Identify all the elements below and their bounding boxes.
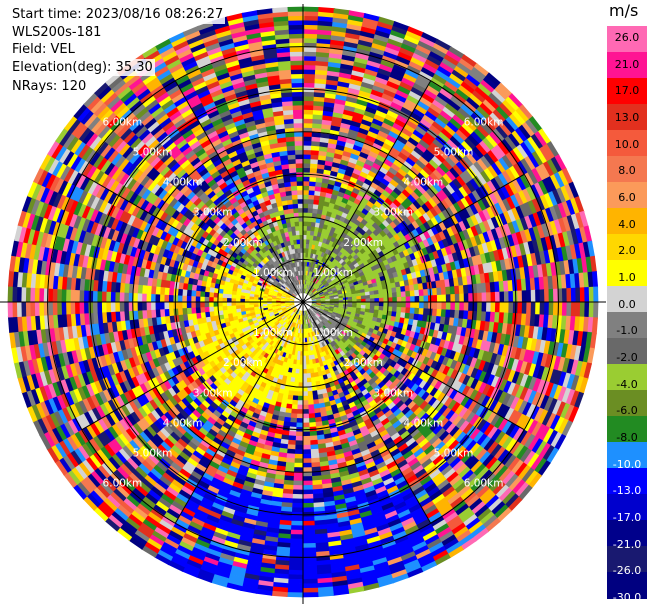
azimuth-spoke (174, 80, 304, 303)
range-ring-label: 5.00km (434, 448, 474, 460)
colorbar-tick-label: -4.0 (616, 377, 638, 391)
range-ring-label: 6.00km (464, 116, 504, 128)
range-ring-label: 4.00km (404, 177, 444, 189)
range-ring-label: 5.00km (133, 147, 173, 159)
colorbar-segment (607, 416, 647, 443)
colorbar-tick-label: -2.0 (616, 351, 638, 364)
colorbar-tick-label: -26.0 (612, 564, 642, 578)
colorbar-tick-label: -30.0 (612, 591, 642, 604)
range-ring-label: 4.00km (404, 417, 444, 429)
colorbar-segment (607, 390, 647, 417)
colorbar-tick-label: -10.0 (612, 457, 642, 471)
colorbar-tick-label: 4.0 (618, 217, 636, 231)
range-ring-label: 4.00km (163, 177, 203, 189)
start-time: Start time: 2023/08/16 08:26:27 (12, 6, 226, 24)
azimuth-spoke (81, 173, 304, 303)
colorbar-tick-label: 10.0 (614, 137, 640, 151)
colorbar-tick-label: 0.0 (618, 297, 636, 311)
range-ring-label: 3.00km (193, 387, 233, 399)
colorbar-tick-label: -8.0 (616, 431, 638, 444)
colorbar-segment (607, 182, 647, 209)
colorbar-tick-label: 21.0 (614, 57, 640, 71)
azimuth-spoke (302, 80, 432, 303)
range-ring-label: 5.00km (133, 448, 173, 460)
range-ring-label: 3.00km (373, 207, 413, 219)
colorbar-segment (607, 312, 647, 339)
azimuth-spoke (302, 301, 525, 431)
colorbar-segment (607, 26, 647, 53)
range-ring-label: 1.00km (313, 267, 353, 279)
colorbar: 26.0 21.0 17.0 13.0 10.0 8.0 6.0 4.0 2.0 1.0 0.0 -1… (607, 26, 647, 604)
colorbar-segment (607, 546, 647, 573)
range-ring-label: 3.00km (373, 387, 413, 399)
colorbar-tick-label: 13.0 (614, 111, 640, 124)
colorbar-tick-label: 8.0 (618, 164, 636, 178)
instrument-name: WLS200s-181 (12, 23, 104, 41)
range-ring-label: 6.00km (103, 116, 143, 128)
colorbar-segment (607, 286, 647, 313)
range-ring-label: 1.00km (253, 327, 293, 339)
elevation: Elevation(deg): 35.30 (12, 58, 155, 76)
colorbar-segment (607, 208, 647, 235)
colorbar-segment (607, 156, 647, 183)
colorbar-segment (607, 338, 647, 365)
range-ring-label: 5.00km (434, 147, 474, 159)
range-ring-label: 6.00km (103, 478, 143, 490)
colorbar-tick-label: 2.0 (618, 244, 636, 258)
colorbar-segment (607, 52, 647, 79)
colorbar-segment (607, 130, 647, 157)
colorbar-tick-label: 17.0 (614, 84, 640, 98)
range-ring-label: 2.00km (223, 237, 263, 249)
colorbar-segment (607, 364, 647, 391)
range-ring-label: 2.00km (223, 357, 263, 369)
azimuth-spokes (0, 4, 606, 604)
colorbar-segment (607, 260, 647, 287)
colorbar-tick-label: 26.0 (614, 31, 640, 44)
colorbar-tick-label: -6.0 (616, 404, 638, 418)
scan-info: Start time: 2023/08/16 08:26:27 WLS200s-… (12, 6, 226, 96)
colorbar-tick-label: -1.0 (616, 324, 638, 338)
colorbar-segment (607, 234, 647, 261)
azimuth-spoke (302, 173, 525, 303)
velocity-gates (7, 6, 599, 598)
colorbar-tick-label: -21.0 (612, 537, 642, 551)
range-ring-label: 2.00km (343, 357, 383, 369)
range-ring-label: 4.00km (163, 417, 203, 429)
range-ring-label: 2.00km (343, 237, 383, 249)
colorbar-tick-label: 6.0 (618, 191, 636, 204)
azimuth-spoke (174, 301, 304, 524)
colorbar-tick-label: -13.0 (612, 484, 642, 498)
colorbar-segment (607, 572, 647, 599)
colorbar-segment (607, 78, 647, 105)
colorbar-tick-label: 1.0 (618, 271, 636, 284)
colorbar-segment (607, 468, 647, 495)
colorbar-segment (607, 104, 647, 131)
range-ring-label: 6.00km (464, 478, 504, 490)
colorbar-unit: m/s (609, 1, 639, 20)
nrays: NRays: 120 (12, 78, 89, 96)
range-ring-label: 3.00km (193, 207, 233, 219)
field-name: Field: VEL (12, 41, 77, 59)
range-ring-label: 1.00km (313, 327, 353, 339)
colorbar-segment (607, 494, 647, 521)
range-ring-labels: 1.00km 1.00km 1.00km 1.00km 2.00km 2.00km 2.00… (103, 116, 504, 489)
colorbar-segment (607, 520, 647, 547)
range-ring-label: 1.00km (253, 267, 293, 279)
colorbar-tick-label: -17.0 (612, 511, 642, 524)
colorbar-segment (607, 442, 647, 469)
azimuth-spoke (302, 301, 432, 524)
azimuth-spoke (81, 301, 304, 431)
